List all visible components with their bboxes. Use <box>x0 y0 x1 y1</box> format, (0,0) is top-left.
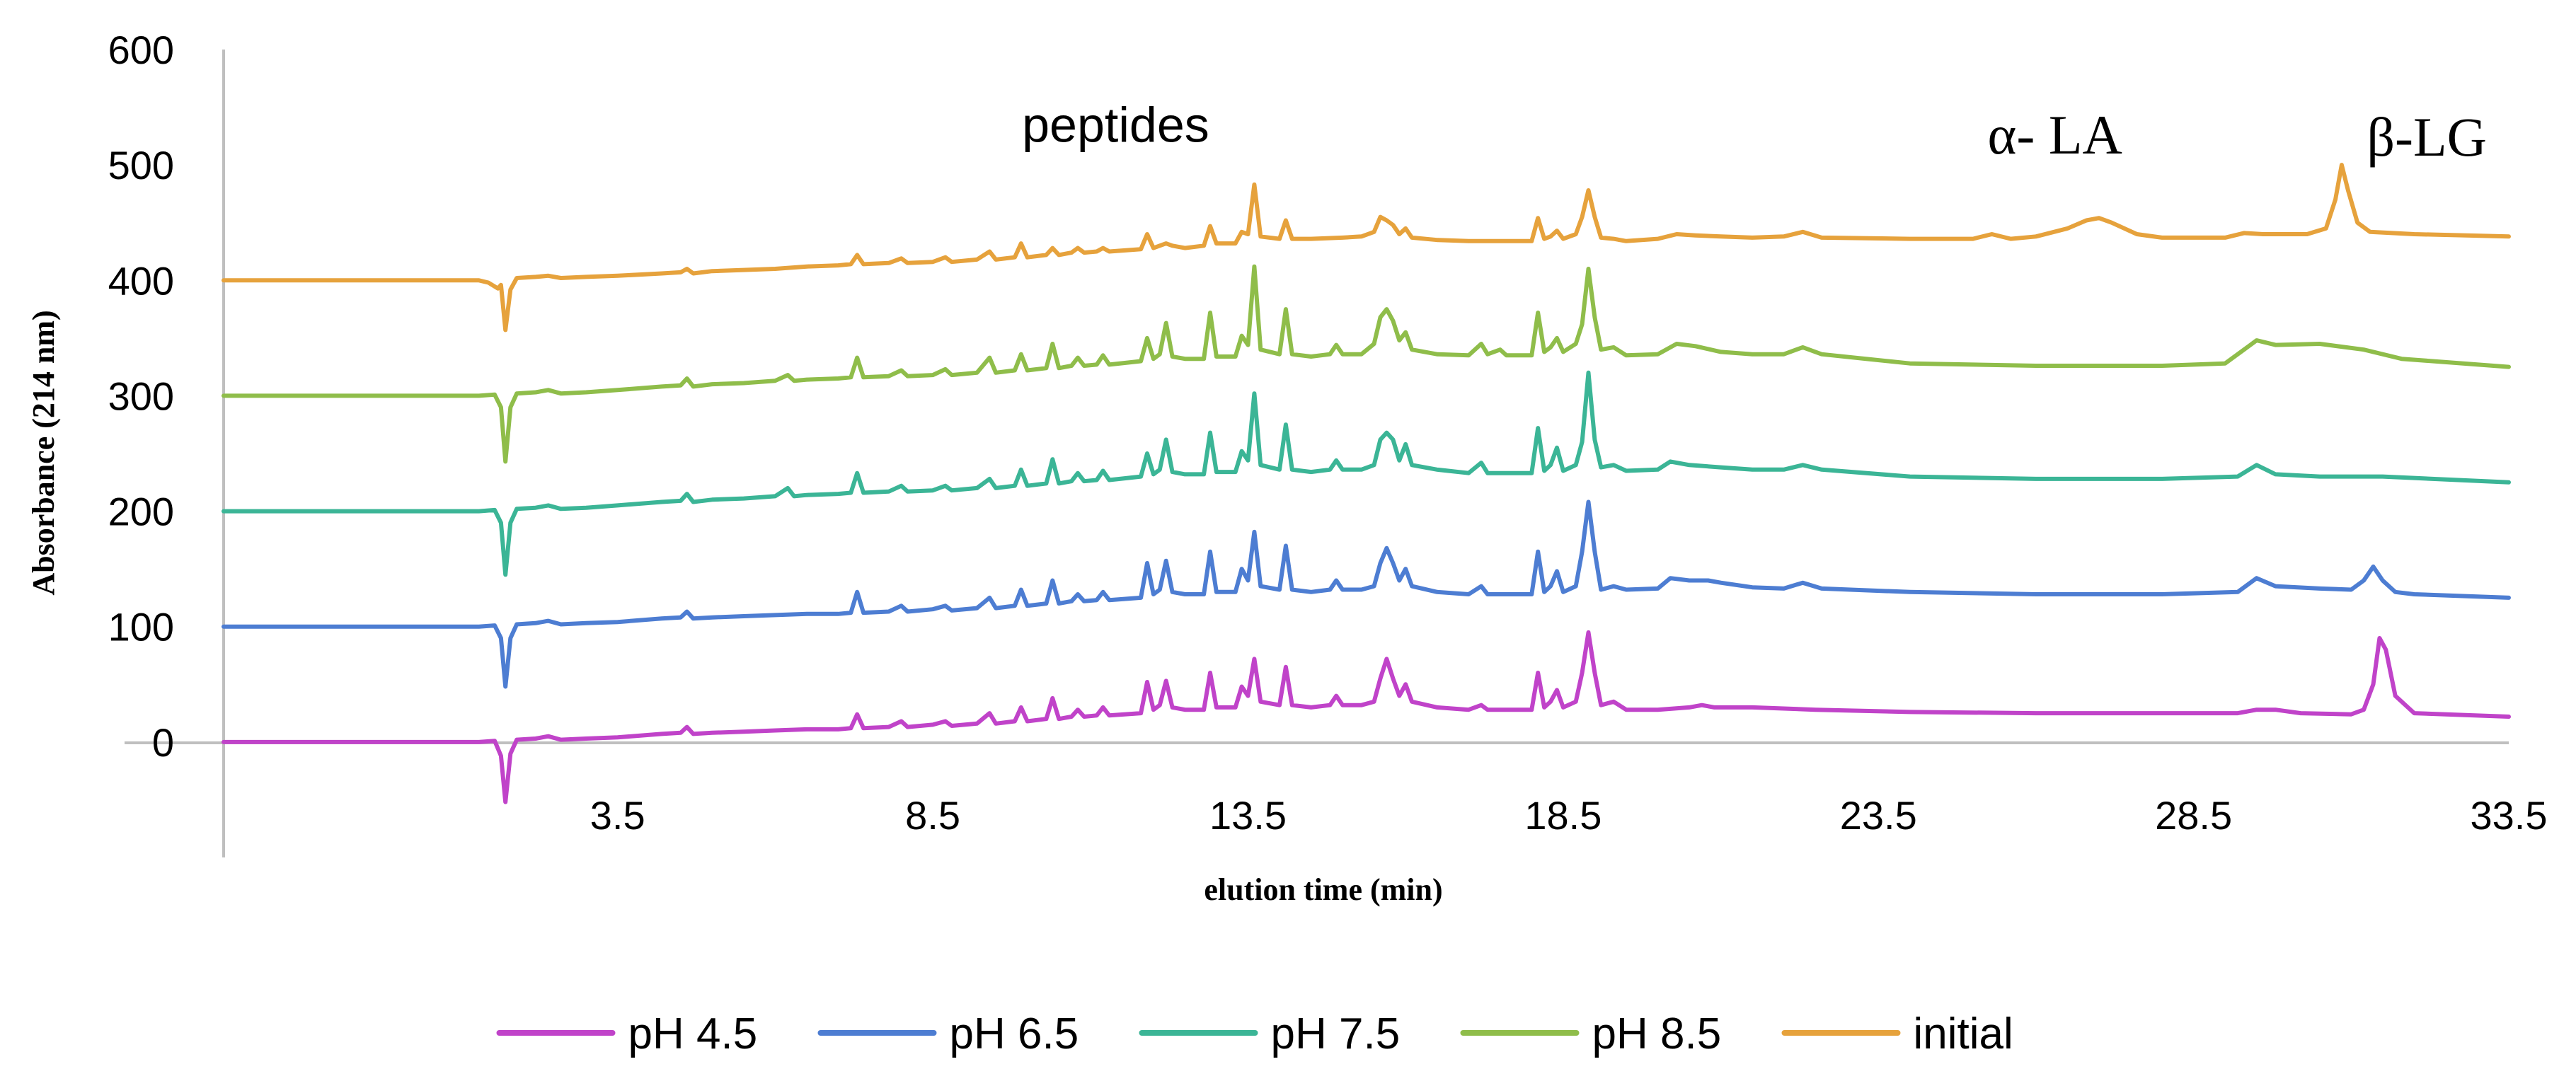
x-tick-label: 8.5 <box>905 793 960 838</box>
annotation-label: peptides <box>1022 98 1209 153</box>
legend-label: pH 6.5 <box>950 1010 1079 1058</box>
annotations: peptides α- LA β-LG <box>1022 98 2487 168</box>
x-tick-labels: 3.5 8.5 13.5 18.5 23.5 28.5 33.5 <box>590 793 2548 838</box>
x-tick-label: 28.5 <box>2155 793 2232 838</box>
legend-item: initial <box>1781 1010 2013 1058</box>
x-tick-label: 3.5 <box>590 793 645 838</box>
x-tick-label: 23.5 <box>1840 793 1917 838</box>
legend-item: pH 6.5 <box>817 1010 1079 1058</box>
y-tick-label: 300 <box>108 374 174 418</box>
legend-label: pH 4.5 <box>628 1010 758 1058</box>
x-axis-title: elution time (min) <box>1204 872 1442 907</box>
y-axis-title: Absorbance (214 nm) <box>26 310 61 595</box>
legend-label: pH 7.5 <box>1271 1010 1401 1058</box>
y-tick-labels: 0 100 200 300 400 500 600 <box>108 28 174 765</box>
legend: pH 4.5 pH 6.5 pH 7.5 pH 8.5 initial <box>496 1010 2013 1058</box>
x-tick-label: 13.5 <box>1209 793 1287 838</box>
annotation-label: α- LA <box>1987 104 2122 166</box>
series-line-ph-6-5 <box>222 499 2511 689</box>
y-tick-label: 600 <box>108 28 174 72</box>
legend-label: initial <box>1914 1010 2013 1058</box>
series-line-initial <box>222 163 2511 333</box>
series-line-ph-8-5 <box>222 264 2511 464</box>
axes-layer <box>125 50 2509 857</box>
annotation-label: β-LG <box>2367 106 2487 168</box>
legend-item: pH 7.5 <box>1139 1010 1401 1058</box>
series-line-ph-7-5 <box>222 370 2511 577</box>
x-tick-label: 18.5 <box>1524 793 1602 838</box>
series-lines <box>222 163 2511 804</box>
legend-item: pH 4.5 <box>496 1010 758 1058</box>
y-tick-label: 500 <box>108 143 174 187</box>
y-tick-label: 0 <box>152 720 174 765</box>
legend-item: pH 8.5 <box>1460 1010 1722 1058</box>
x-tick-label: 33.5 <box>2471 793 2548 838</box>
y-tick-label: 400 <box>108 258 174 303</box>
y-tick-label: 200 <box>108 490 174 534</box>
y-tick-label: 100 <box>108 605 174 649</box>
series-line-ph-4-5 <box>222 630 2511 804</box>
legend-label: pH 8.5 <box>1592 1010 1722 1058</box>
